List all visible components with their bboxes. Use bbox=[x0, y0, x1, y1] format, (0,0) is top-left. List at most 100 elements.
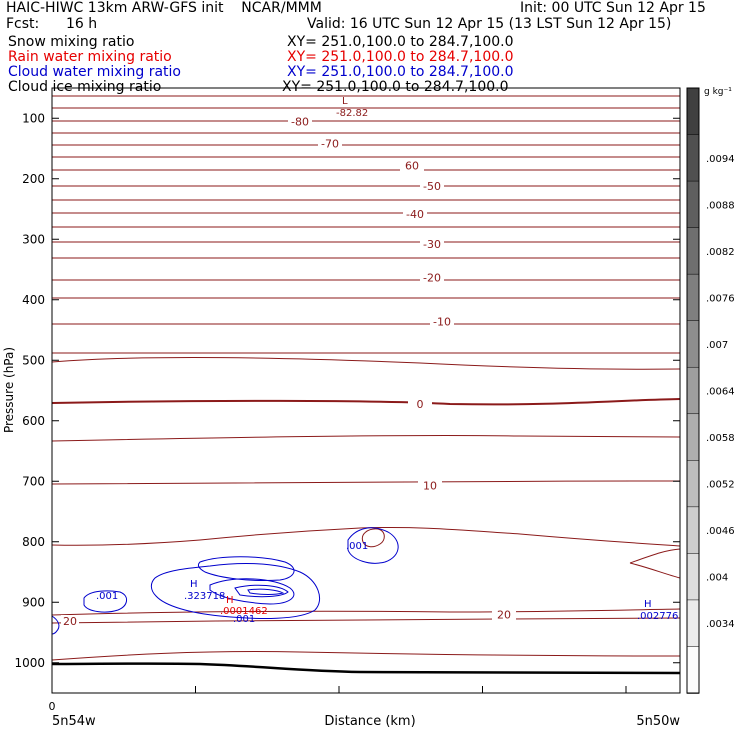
colorbar-swatch bbox=[686, 227, 700, 275]
cloud-water-contour bbox=[51, 615, 60, 635]
colorbar-unit: g kg⁻¹ bbox=[704, 87, 732, 97]
extremum-value: .002776 bbox=[637, 611, 678, 622]
isotherm-label: 60 bbox=[405, 159, 419, 172]
isotherm-line bbox=[51, 480, 681, 485]
isotherm-label: -70 bbox=[321, 138, 339, 151]
y-tick-label: 400 bbox=[22, 293, 45, 307]
y-tick-label: 800 bbox=[22, 535, 45, 549]
colorbar-label: .0088 bbox=[706, 200, 735, 211]
isotherm-line bbox=[629, 548, 681, 564]
field-xy-snow: XY= 251.0,100.0 to 284.7,100.0 bbox=[287, 34, 514, 50]
colorbar-label: .0076 bbox=[706, 293, 735, 304]
isotherm-label: 20 bbox=[63, 615, 77, 628]
field-name-cloud-water: Cloud water mixing ratio bbox=[8, 64, 181, 80]
colorbar-border bbox=[686, 87, 700, 694]
field-xy-cloud-water: XY= 251.0,100.0 to 284.7,100.0 bbox=[287, 64, 514, 80]
terrain-line bbox=[51, 662, 681, 675]
colorbar-swatch bbox=[686, 366, 700, 415]
colorbar-swatch bbox=[686, 320, 700, 368]
isotherm-line bbox=[51, 356, 681, 370]
cloud-water-label: .001 bbox=[233, 614, 255, 625]
y-tick-label: 100 bbox=[22, 111, 45, 125]
isotherm-line bbox=[51, 398, 681, 406]
isotherm-label: -50 bbox=[423, 180, 441, 193]
isotherm-label-bg bbox=[420, 180, 444, 193]
cloud-water-contour bbox=[234, 584, 289, 598]
isotherm-label: -20 bbox=[423, 271, 441, 284]
colorbar-swatch bbox=[686, 506, 700, 555]
extremum-mark: H bbox=[226, 595, 234, 606]
field-name-rain: Rain water mixing ratio bbox=[8, 49, 172, 65]
isotherm-label-bg bbox=[418, 479, 442, 492]
header-init: Init: 00 UTC Sun 12 Apr 15 bbox=[520, 0, 706, 16]
isotherm-label-bg bbox=[420, 271, 444, 284]
isotherm-label: -30 bbox=[423, 238, 441, 251]
colorbar-swatch bbox=[686, 599, 700, 648]
colorbar-label: .0064 bbox=[706, 387, 735, 398]
isotherm-label: 10 bbox=[423, 479, 437, 492]
field-xy-rain: XY= 251.0,100.0 to 284.7,100.0 bbox=[287, 49, 514, 65]
field-xy-cloud-ice: XY= 251.0,100.0 to 284.7,100.0 bbox=[282, 79, 509, 95]
field-name-snow: Snow mixing ratio bbox=[8, 34, 135, 50]
contour-labels: -80-7060-50-40-30-20-100102020L-82.82H.3… bbox=[61, 96, 678, 628]
cloud-water-contour bbox=[197, 556, 295, 581]
colorbar-swatch bbox=[686, 460, 700, 508]
x-endpoint-right: 5n50w bbox=[636, 714, 680, 729]
colorbar-swatch bbox=[686, 134, 700, 182]
colorbar-swatch bbox=[686, 87, 700, 136]
extremum-mark: H bbox=[644, 599, 652, 610]
y-tick-label: 1000 bbox=[14, 656, 45, 670]
colorbar-label: .0094 bbox=[706, 154, 735, 165]
isotherm-line bbox=[51, 651, 681, 661]
colorbar-swatch bbox=[686, 180, 700, 229]
isotherm-label: -80 bbox=[291, 115, 309, 128]
isotherm-line bbox=[51, 526, 681, 547]
isotherm-label-bg bbox=[318, 137, 342, 150]
header-valid: Valid: 16 UTC Sun 12 Apr 15 (13 LST Sun … bbox=[307, 16, 672, 32]
colorbar-label: .0058 bbox=[706, 433, 735, 444]
cloud-water-contour bbox=[150, 563, 320, 619]
cloud-water-contour bbox=[209, 578, 295, 605]
plot-frame bbox=[51, 87, 681, 694]
y-tick-label: 500 bbox=[22, 353, 45, 367]
colorbar-label: .0046 bbox=[706, 526, 735, 537]
x-endpoint-left: 5n54w bbox=[52, 714, 96, 729]
isotherm-label-bg bbox=[492, 608, 516, 621]
colorbar-swatch bbox=[686, 413, 700, 462]
cloud-water-label: .001 bbox=[96, 591, 118, 602]
colorbar-swatch bbox=[686, 646, 700, 694]
extremum-mark: L bbox=[342, 96, 348, 107]
extremum-value: .323718 bbox=[184, 591, 225, 602]
isotherm-label: -10 bbox=[433, 316, 451, 329]
colorbar-swatch bbox=[686, 553, 700, 601]
cloud-water-label: .001 bbox=[346, 541, 368, 552]
colorbar-label: .007 bbox=[706, 340, 728, 351]
isotherm-label-bg bbox=[61, 615, 79, 627]
extremum-value: -82.82 bbox=[336, 108, 368, 119]
isotherm-label-bg bbox=[403, 207, 427, 220]
colorbar-label: .004 bbox=[706, 573, 728, 584]
isotherm-label-bg bbox=[420, 238, 444, 251]
colorbar-swatch bbox=[686, 273, 700, 322]
header-fcst-value: 16 h bbox=[66, 16, 98, 32]
colorbar-label: .0052 bbox=[706, 480, 735, 491]
isotherm-line bbox=[51, 617, 681, 624]
y-axis-title: Pressure (hPa) bbox=[2, 347, 16, 433]
header-title-left: HAIC-HIWC 13km ARW-GFS init NCAR/MMM bbox=[6, 0, 322, 16]
isotherm-label-bg bbox=[288, 115, 312, 128]
isotherm-label: 20 bbox=[497, 608, 511, 621]
plot-border bbox=[51, 87, 681, 694]
cloud-water-contour bbox=[83, 590, 127, 613]
isotherm-label-bg bbox=[400, 159, 424, 172]
isotherm-line bbox=[51, 608, 681, 616]
isotherm-label: 0 bbox=[417, 398, 424, 411]
isotherm-closed-line bbox=[361, 528, 385, 548]
cloud-water-contour bbox=[247, 588, 285, 595]
isotherm-label: -40 bbox=[406, 208, 424, 221]
isotherm-line bbox=[51, 434, 681, 442]
isotherm-label-bg bbox=[408, 397, 432, 410]
colorbar: .0094 .0088 .0082 .0076 .007 .0064 .0058 .0052.… bbox=[686, 87, 735, 694]
isotherm-line bbox=[629, 562, 681, 579]
